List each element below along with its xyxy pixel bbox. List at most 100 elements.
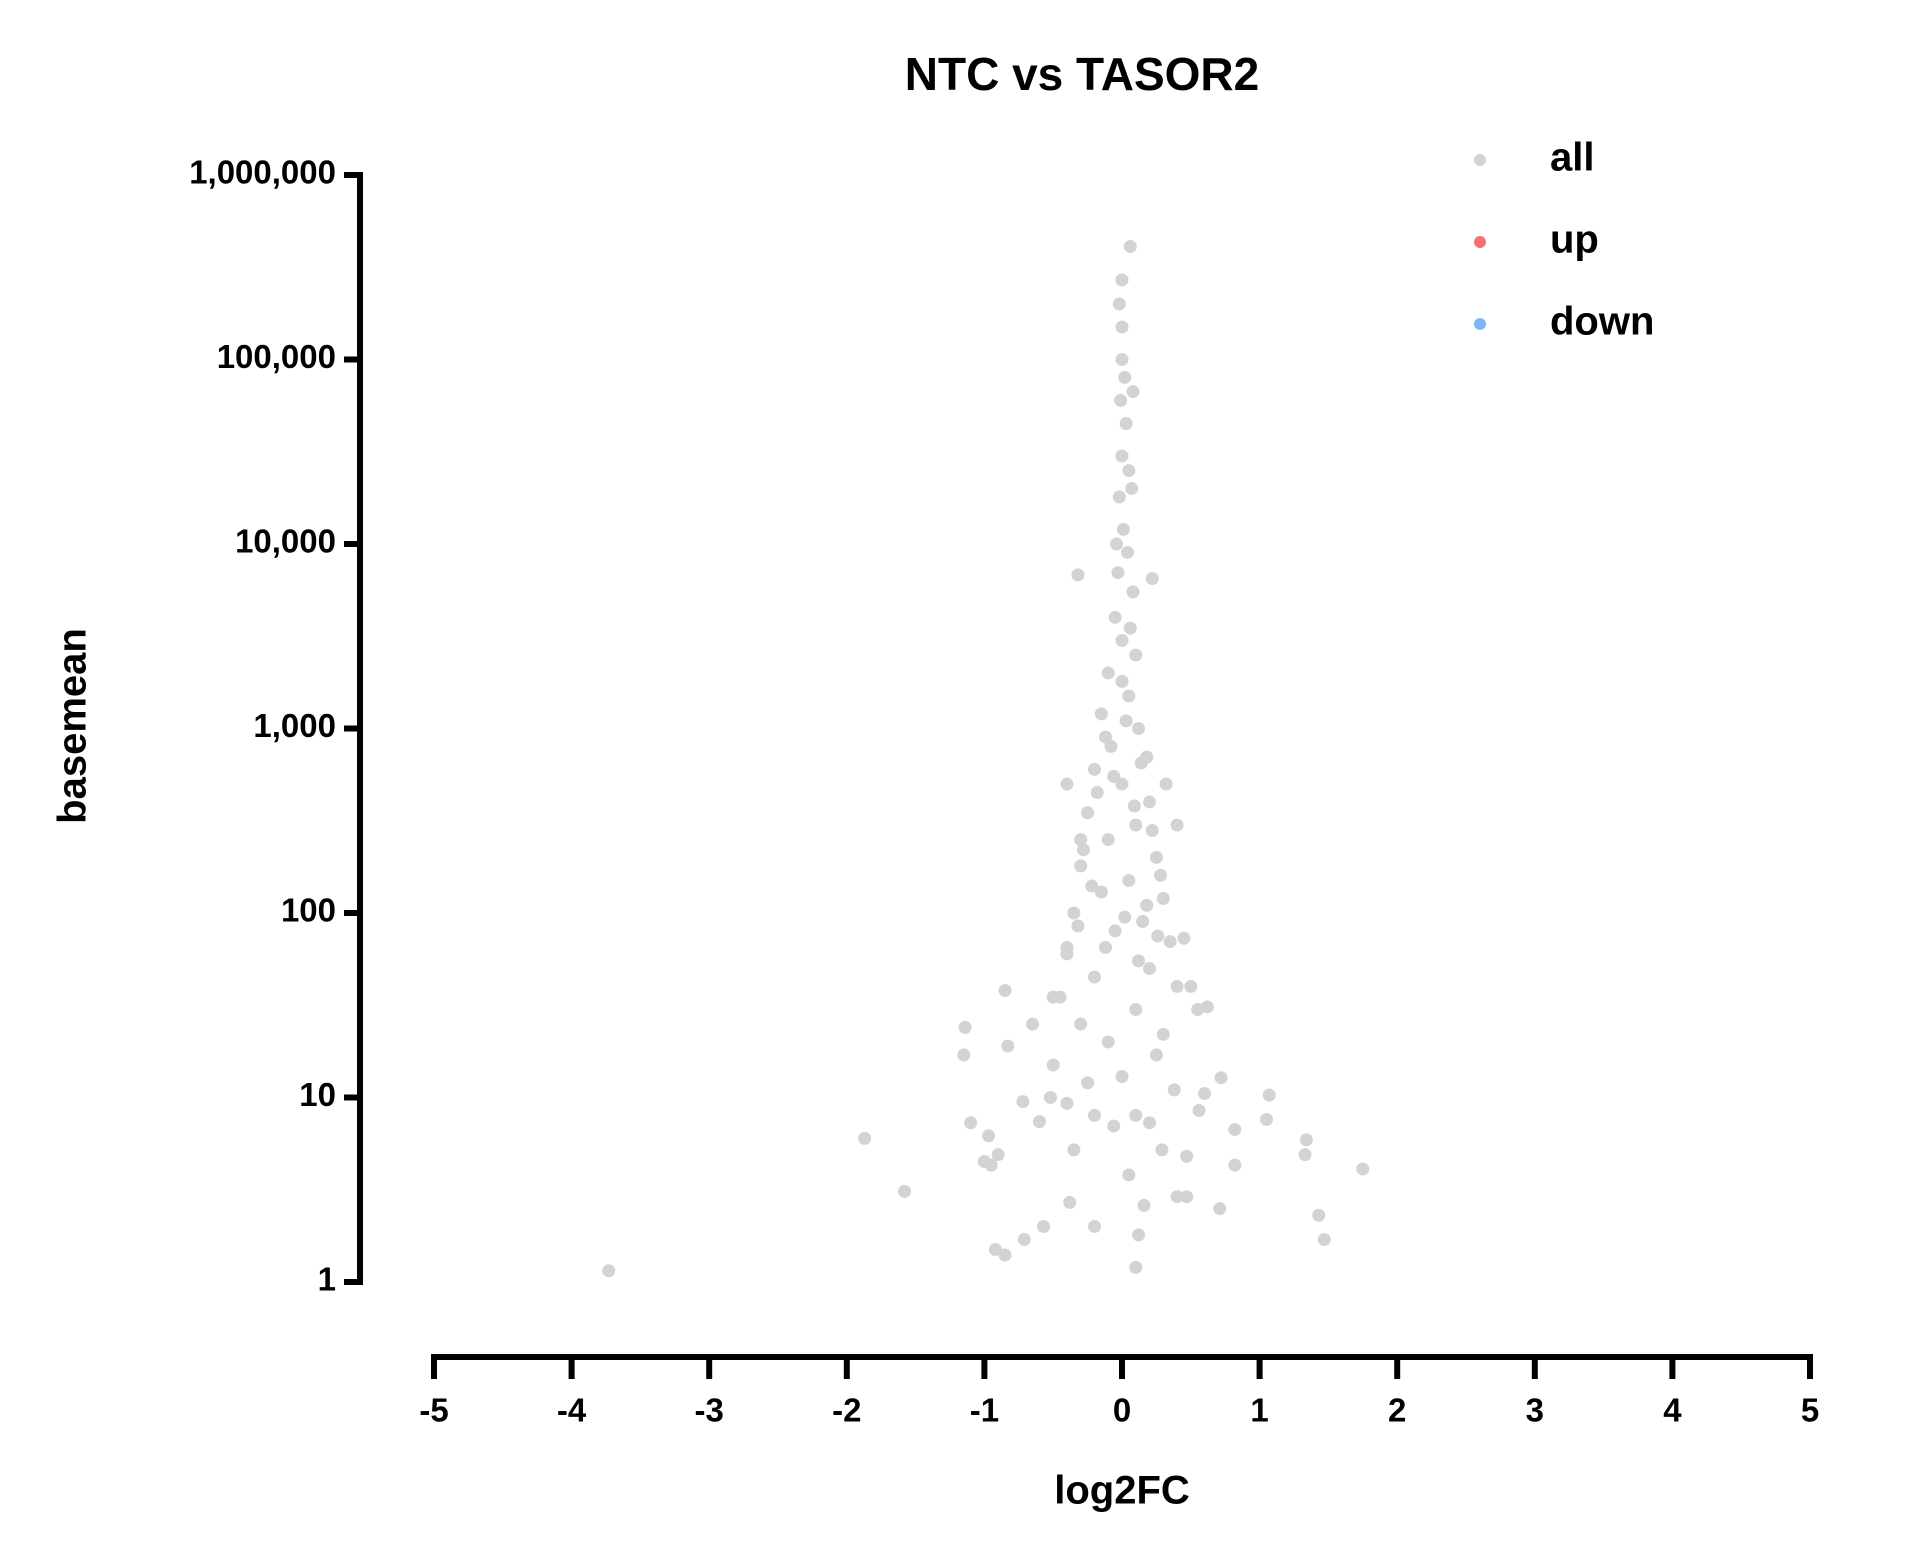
point — [1115, 449, 1129, 463]
point — [1101, 1035, 1115, 1049]
point — [1115, 353, 1129, 366]
point — [1356, 1162, 1370, 1176]
point — [1299, 1133, 1313, 1147]
point — [1067, 1143, 1081, 1157]
point — [1143, 962, 1157, 976]
x-tick-label: 1 — [1250, 1392, 1268, 1429]
point — [1090, 785, 1104, 799]
point — [1071, 568, 1085, 582]
point — [1119, 416, 1133, 430]
point — [1149, 850, 1163, 864]
point — [1121, 545, 1135, 559]
point — [1156, 891, 1170, 905]
point — [982, 1129, 996, 1143]
point — [1156, 1027, 1170, 1041]
point — [1026, 1017, 1040, 1031]
point — [1145, 572, 1159, 586]
point — [1101, 833, 1115, 847]
point — [1101, 666, 1115, 680]
point — [988, 1243, 1002, 1257]
point — [1159, 777, 1173, 791]
point — [1123, 239, 1137, 253]
point — [1154, 868, 1168, 882]
point — [984, 1158, 998, 1172]
point — [1262, 1088, 1276, 1102]
point — [1094, 707, 1108, 721]
point — [1098, 941, 1112, 955]
y-tick-label: 10 — [299, 1076, 336, 1113]
point — [1192, 1104, 1206, 1118]
point — [1129, 1108, 1143, 1122]
point — [1184, 979, 1198, 993]
point — [1087, 762, 1101, 776]
point — [1180, 1190, 1194, 1204]
y-tick-label: 1 — [318, 1261, 336, 1298]
y-tick-label: 1,000 — [253, 707, 336, 744]
point — [1118, 910, 1132, 924]
point — [1098, 730, 1112, 744]
point — [1115, 1069, 1129, 1083]
point — [1213, 1202, 1227, 1216]
point — [1046, 1058, 1060, 1072]
x-tick-label: 2 — [1388, 1392, 1406, 1429]
point — [1032, 1115, 1046, 1129]
point — [1115, 633, 1129, 647]
point — [1118, 370, 1132, 384]
point — [1143, 795, 1157, 809]
point — [1132, 722, 1146, 735]
x-tick-label: -5 — [419, 1392, 448, 1429]
point — [1087, 1108, 1101, 1122]
point — [957, 1048, 971, 1062]
x-tick-label: -3 — [695, 1392, 724, 1429]
point — [1132, 1228, 1146, 1242]
point — [1053, 990, 1067, 1004]
point — [1149, 1048, 1163, 1062]
point — [1108, 610, 1122, 624]
point — [1076, 843, 1090, 857]
y-tick-label: 100,000 — [217, 338, 336, 375]
point — [602, 1264, 616, 1278]
point — [1198, 1087, 1212, 1101]
x-tick-label: -1 — [970, 1392, 999, 1429]
point — [1126, 385, 1140, 399]
point — [1228, 1158, 1242, 1172]
point — [958, 1020, 972, 1034]
point — [1151, 929, 1165, 943]
point — [1170, 979, 1184, 993]
point — [1177, 931, 1191, 945]
point — [1122, 464, 1136, 478]
y-tick-label: 100 — [281, 892, 336, 929]
point — [1312, 1208, 1326, 1222]
point — [1112, 490, 1126, 504]
point — [1060, 777, 1074, 791]
point — [1180, 1149, 1194, 1163]
point — [1228, 1123, 1242, 1137]
point — [1122, 874, 1136, 888]
point — [1170, 1190, 1184, 1204]
point — [1074, 1017, 1088, 1031]
x-tick-label: -2 — [832, 1392, 861, 1429]
point — [1129, 1002, 1143, 1016]
chart-title: NTC vs TASOR2 — [905, 48, 1259, 100]
point — [1111, 566, 1125, 580]
point — [1298, 1148, 1312, 1162]
point — [898, 1184, 912, 1198]
point — [1107, 1119, 1121, 1133]
point — [1317, 1232, 1331, 1246]
point — [1163, 935, 1177, 949]
point — [1134, 756, 1148, 770]
point — [1145, 823, 1159, 837]
point — [1109, 537, 1123, 551]
point — [1060, 947, 1074, 961]
point — [1129, 818, 1143, 832]
point — [1115, 777, 1129, 791]
x-tick-label: -4 — [557, 1392, 587, 1429]
legend-marker — [1474, 154, 1486, 166]
point — [1125, 481, 1139, 495]
point — [1001, 1039, 1015, 1053]
point — [1087, 970, 1101, 984]
legend-label: up — [1550, 218, 1599, 262]
point — [1137, 1198, 1151, 1212]
point — [858, 1131, 872, 1145]
point — [1074, 833, 1088, 847]
